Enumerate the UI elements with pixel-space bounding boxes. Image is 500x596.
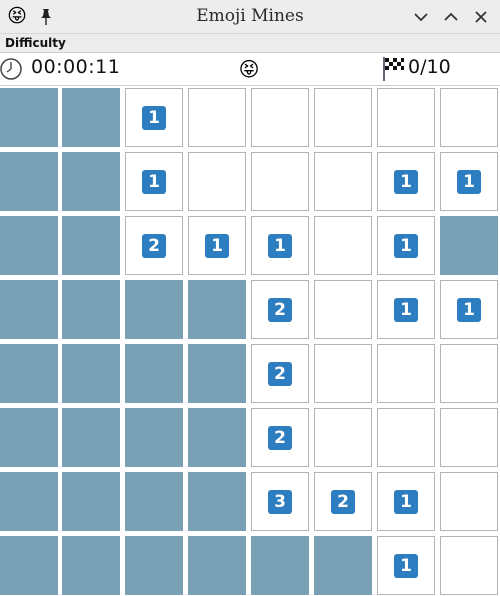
revealed-cell[interactable]: 1 (125, 88, 183, 147)
revealed-cell[interactable] (314, 152, 372, 211)
revealed-cell[interactable] (440, 408, 498, 467)
revealed-cell[interactable]: 1 (440, 152, 498, 211)
covered-cell[interactable] (62, 280, 120, 339)
mine-count-badge: 1 (394, 553, 418, 578)
revealed-cell[interactable]: 1 (125, 152, 183, 211)
covered-cell[interactable] (62, 152, 120, 211)
mine-count-badge: 2 (268, 297, 292, 322)
covered-cell[interactable] (188, 408, 246, 467)
revealed-cell[interactable] (314, 216, 372, 275)
mine-count-badge: 1 (457, 169, 481, 194)
app-face-icon: 😝 (7, 5, 27, 27)
revealed-cell[interactable] (314, 408, 372, 467)
covered-cell[interactable] (62, 408, 120, 467)
mine-count-badge: 1 (394, 297, 418, 322)
maximize-button[interactable] (442, 8, 460, 26)
covered-cell[interactable] (188, 536, 246, 595)
close-button[interactable] (472, 8, 490, 26)
mine-count-badge: 2 (142, 233, 166, 258)
covered-cell[interactable] (62, 536, 120, 595)
revealed-cell[interactable]: 2 (125, 216, 183, 275)
covered-cell[interactable] (0, 152, 58, 211)
status-bar: 00:00:11 😝 0/10 (0, 52, 500, 86)
reset-face-button[interactable]: 😝 (238, 57, 260, 81)
mine-count-badge: 1 (394, 169, 418, 194)
pin-icon[interactable] (38, 8, 54, 26)
mine-count-badge: 2 (268, 361, 292, 386)
checkered-flag-icon (383, 57, 404, 81)
revealed-cell[interactable]: 1 (251, 216, 309, 275)
title-bar: 😝 Emoji Mines (0, 0, 500, 34)
covered-cell[interactable] (0, 88, 58, 147)
covered-cell[interactable] (0, 344, 58, 403)
revealed-cell[interactable]: 1 (188, 216, 246, 275)
mine-count-badge: 1 (205, 233, 229, 258)
mine-count-badge: 1 (142, 169, 166, 194)
mine-count-badge: 1 (394, 233, 418, 258)
covered-cell[interactable] (125, 472, 183, 531)
covered-cell[interactable] (188, 280, 246, 339)
revealed-cell[interactable] (314, 88, 372, 147)
revealed-cell[interactable] (377, 408, 435, 467)
revealed-cell[interactable] (440, 88, 498, 147)
mine-board: 1 1 1 1 2 1 1 1 2 1 1 2 2 3 2 1 1 (0, 86, 500, 596)
revealed-cell[interactable]: 1 (377, 472, 435, 531)
mine-count-badge: 1 (142, 105, 166, 130)
covered-cell[interactable] (0, 472, 58, 531)
revealed-cell[interactable] (314, 280, 372, 339)
covered-cell[interactable] (314, 536, 372, 595)
window-title: Emoji Mines (196, 6, 304, 26)
covered-cell[interactable] (125, 344, 183, 403)
menu-bar: Difficulty (0, 34, 500, 52)
revealed-cell[interactable] (251, 88, 309, 147)
mine-count-badge: 2 (268, 425, 292, 450)
covered-cell[interactable] (0, 536, 58, 595)
revealed-cell[interactable] (188, 152, 246, 211)
revealed-cell[interactable]: 1 (377, 536, 435, 595)
revealed-cell[interactable]: 1 (440, 280, 498, 339)
revealed-cell[interactable]: 1 (377, 280, 435, 339)
revealed-cell[interactable]: 2 (314, 472, 372, 531)
revealed-cell[interactable] (251, 152, 309, 211)
mine-count-badge: 1 (268, 233, 292, 258)
covered-cell[interactable] (188, 344, 246, 403)
menu-difficulty[interactable]: Difficulty (5, 36, 66, 50)
covered-cell[interactable] (0, 408, 58, 467)
covered-cell[interactable] (251, 536, 309, 595)
covered-cell[interactable] (62, 216, 120, 275)
revealed-cell[interactable] (188, 88, 246, 147)
revealed-cell[interactable]: 2 (251, 344, 309, 403)
elapsed-timer: 00:00:11 (31, 56, 121, 78)
revealed-cell[interactable] (440, 536, 498, 595)
covered-cell[interactable] (62, 344, 120, 403)
revealed-cell[interactable] (440, 344, 498, 403)
minimize-button[interactable] (412, 8, 430, 26)
revealed-cell[interactable]: 3 (251, 472, 309, 531)
clock-icon (0, 58, 22, 80)
revealed-cell[interactable]: 1 (377, 152, 435, 211)
mine-count-badge: 3 (268, 489, 292, 514)
revealed-cell[interactable] (314, 344, 372, 403)
covered-cell[interactable] (125, 536, 183, 595)
covered-cell[interactable] (0, 216, 58, 275)
mine-count-badge: 1 (457, 297, 481, 322)
covered-cell[interactable] (440, 216, 498, 275)
mine-count-badge: 1 (394, 489, 418, 514)
covered-cell[interactable] (62, 88, 120, 147)
revealed-cell[interactable] (377, 344, 435, 403)
revealed-cell[interactable]: 1 (377, 216, 435, 275)
covered-cell[interactable] (188, 472, 246, 531)
covered-cell[interactable] (62, 472, 120, 531)
covered-cell[interactable] (125, 280, 183, 339)
revealed-cell[interactable] (377, 88, 435, 147)
covered-cell[interactable] (125, 408, 183, 467)
revealed-cell[interactable]: 2 (251, 408, 309, 467)
covered-cell[interactable] (0, 280, 58, 339)
flag-counter: 0/10 (408, 56, 451, 78)
mine-count-badge: 2 (331, 489, 355, 514)
revealed-cell[interactable] (440, 472, 498, 531)
revealed-cell[interactable]: 2 (251, 280, 309, 339)
